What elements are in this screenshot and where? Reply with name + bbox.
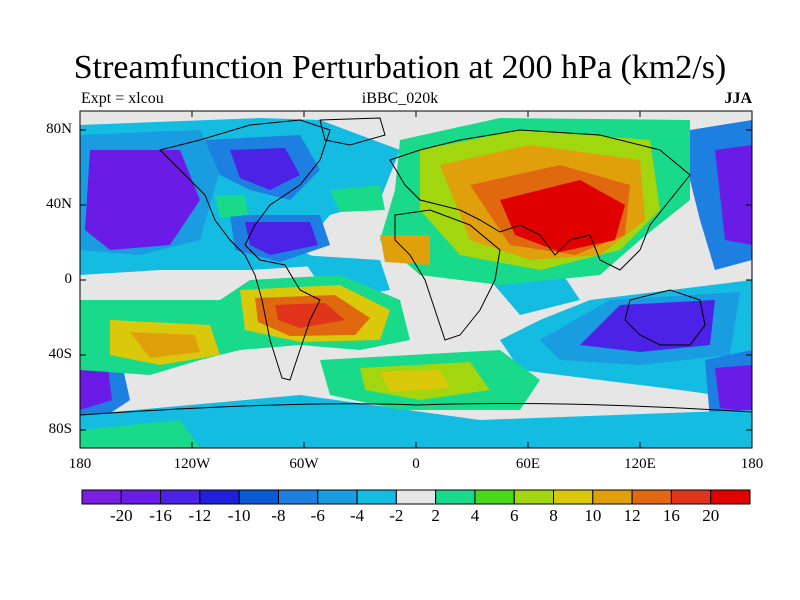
case-label: iBBC_020k	[361, 90, 439, 107]
colorbar-tick-label: 4	[470, 506, 480, 525]
colorbar-swatch	[356, 489, 397, 505]
lat-label-80s: 80S	[48, 421, 72, 437]
chart-title: Streamfunction Perturbation at 200 hPa (…	[73, 49, 727, 86]
axis-ticks	[79, 111, 753, 448]
colorbar-tick-label: -4	[349, 506, 365, 525]
colorbar-swatch	[592, 489, 633, 505]
colorbar-swatch	[277, 489, 319, 505]
season-label: JJA	[724, 90, 752, 107]
colorbar-swatch	[670, 489, 712, 505]
lon-label-120e: 120E	[624, 456, 656, 472]
colorbar-tick-label: -20	[109, 506, 133, 525]
colorbar-swatch	[513, 489, 555, 505]
colorbar-swatch	[120, 489, 162, 505]
colorbar-swatch	[199, 489, 240, 505]
colorbar-tick-label: 8	[549, 506, 558, 525]
colorbar-swatch	[474, 489, 515, 505]
colorbar-swatch	[81, 489, 122, 505]
lon-label-120w: 120W	[173, 456, 211, 472]
coastlines	[80, 117, 752, 416]
colorbar-swatch	[160, 489, 201, 505]
colorbar-tick-label: 10	[584, 506, 602, 525]
lat-label-40s: 40S	[48, 346, 72, 362]
colorbar-tick-label: 6	[509, 506, 519, 525]
colorbar-swatch	[238, 489, 279, 505]
colorbar-tick-label: 16	[662, 506, 680, 525]
colorbar	[81, 489, 751, 505]
colorbar-tick-label: 20	[702, 506, 720, 525]
colorbar-tick-label: -10	[227, 506, 251, 525]
colorbar-swatch	[317, 489, 358, 505]
lon-label-180e: 180	[740, 456, 764, 472]
colorbar-swatch	[553, 489, 594, 505]
lon-label-60e: 60E	[515, 456, 541, 472]
colorbar-tick-label: -6	[310, 506, 325, 525]
colorbar-tick-label: -8	[271, 506, 286, 525]
colorbar-tick-label: 2	[431, 506, 440, 525]
colorbar-tick-label: -16	[149, 506, 172, 525]
lon-label-60w: 60W	[289, 456, 319, 472]
experiment-label: Expt = xlcou	[81, 90, 164, 107]
colorbar-swatch	[631, 489, 672, 505]
colorbar-tick-label: -12	[188, 506, 212, 525]
lon-label-0: 0	[412, 456, 420, 472]
colorbar-swatch	[395, 489, 437, 505]
lat-label-eq: 0	[64, 271, 73, 287]
positive-anomalies	[80, 118, 690, 448]
lat-label-80n: 80N	[46, 121, 72, 137]
colorbar-tick-label: -2	[389, 506, 404, 525]
lat-label-40n: 40N	[46, 196, 72, 212]
colorbar-tick-label: 12	[623, 506, 641, 525]
contour-field	[80, 111, 752, 448]
lon-label-180w: 180	[68, 456, 92, 472]
colorbar-swatch	[435, 489, 476, 505]
colorbar-swatch	[710, 489, 751, 505]
